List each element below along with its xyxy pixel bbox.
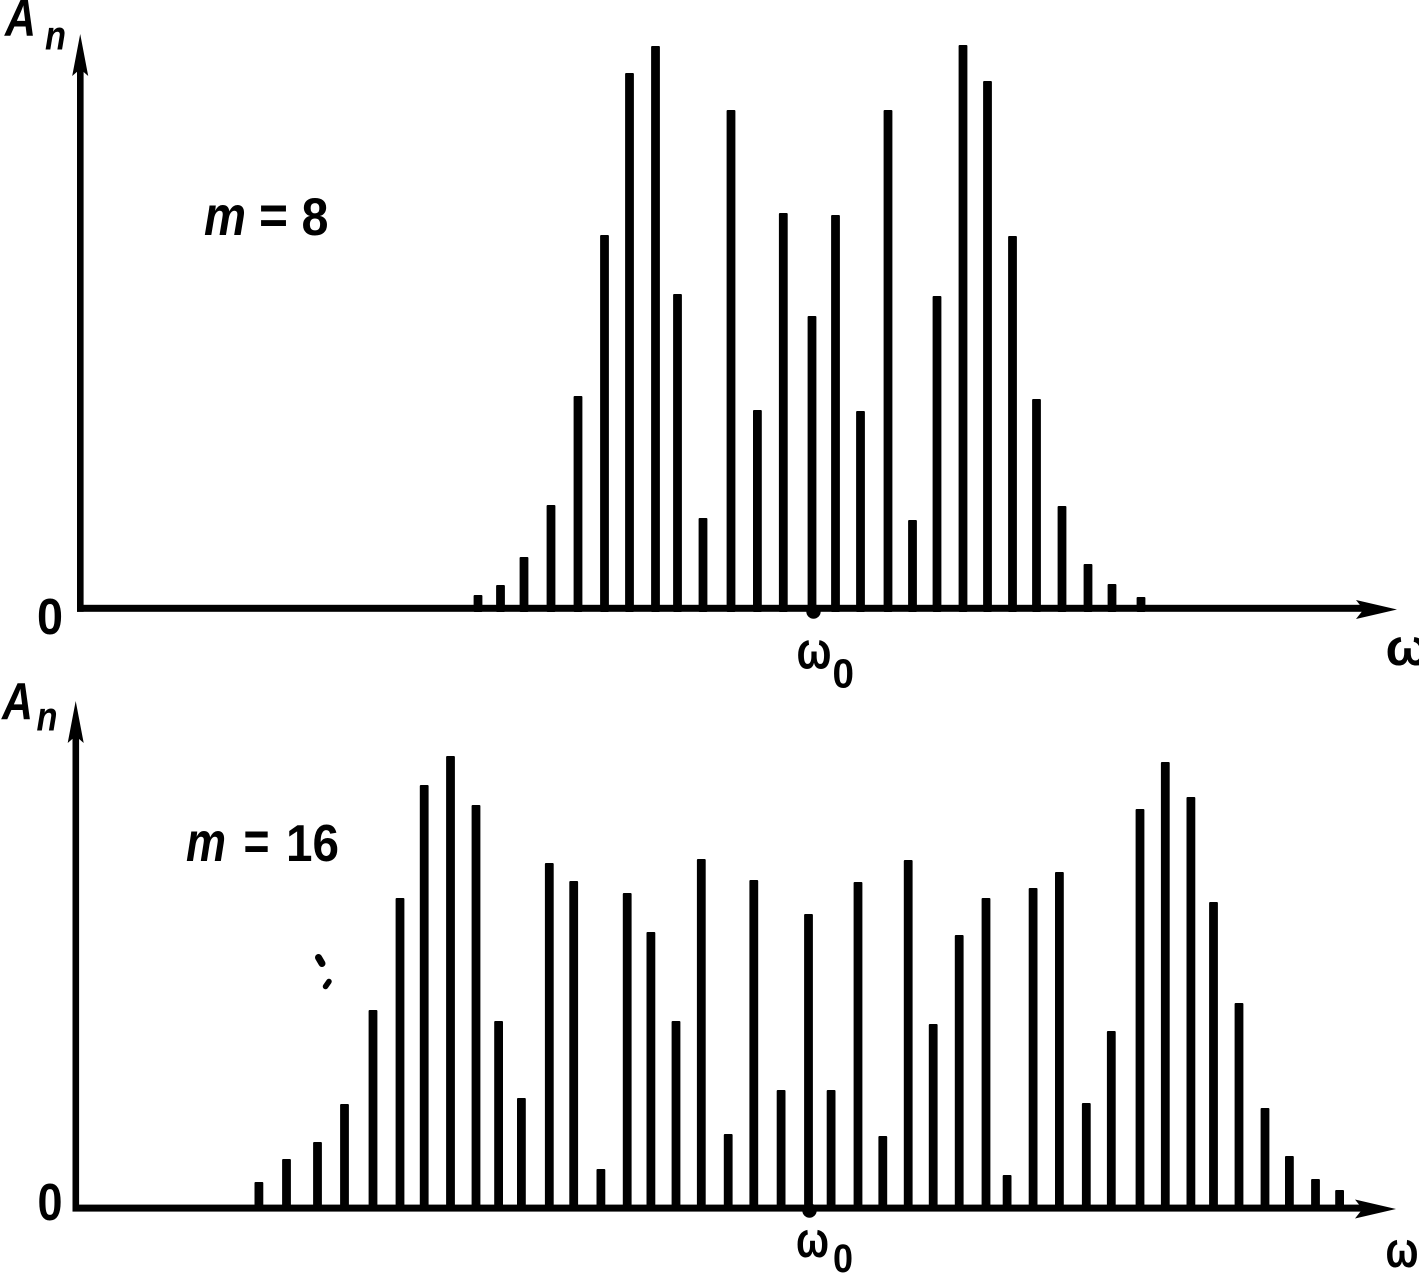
svg-text:n: n	[37, 694, 58, 740]
svg-text:0: 0	[37, 588, 63, 645]
svg-text:0: 0	[833, 1237, 853, 1273]
svg-text:A: A	[0, 673, 33, 731]
svg-text:0: 0	[38, 1174, 63, 1232]
svg-text:16: 16	[286, 814, 339, 872]
svg-text:ω: ω	[1386, 1222, 1419, 1273]
svg-text:=: =	[259, 184, 288, 246]
svg-text:0: 0	[833, 651, 855, 697]
svg-text:8: 8	[302, 188, 329, 247]
svg-text:=: =	[244, 810, 270, 872]
svg-text:ω: ω	[1386, 619, 1419, 677]
svg-text:m: m	[204, 184, 246, 247]
svg-text:A: A	[3, 0, 36, 48]
svg-text:m: m	[186, 810, 226, 873]
svg-text:n: n	[45, 13, 66, 59]
svg-text:ω: ω	[797, 622, 832, 681]
svg-text:ω: ω	[796, 1212, 829, 1268]
